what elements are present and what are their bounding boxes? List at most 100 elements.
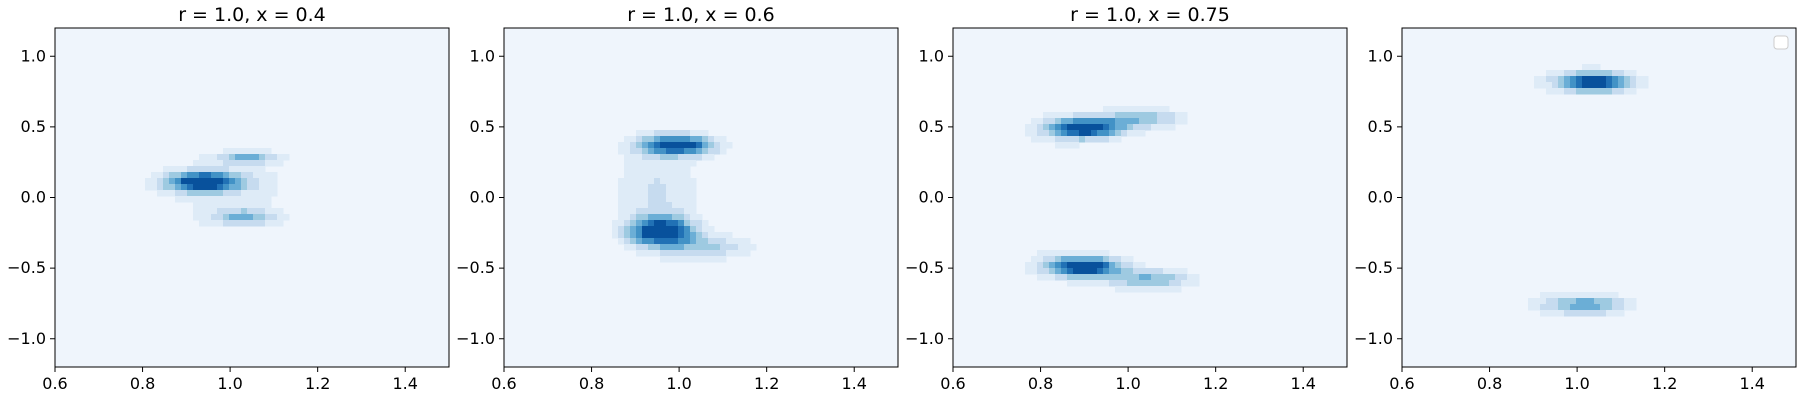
density-cell xyxy=(684,148,691,155)
density-cell xyxy=(618,220,625,227)
density-cell xyxy=(229,160,236,167)
density-cell xyxy=(1103,262,1110,269)
density-cell xyxy=(1109,280,1116,287)
density-cell xyxy=(714,244,721,251)
density-cell xyxy=(1564,82,1571,89)
density-cell xyxy=(223,214,230,221)
density-cell xyxy=(636,220,643,227)
density-cell xyxy=(235,160,242,167)
density-cell xyxy=(1588,88,1595,95)
density-cell xyxy=(666,154,673,161)
density-cell xyxy=(235,154,242,161)
density-cell xyxy=(618,232,625,239)
density-cell xyxy=(223,178,230,185)
density-cell xyxy=(624,226,631,233)
density-cell xyxy=(223,184,230,191)
density-cell xyxy=(1588,292,1595,299)
density-cell xyxy=(1121,262,1128,269)
density-cell xyxy=(1133,262,1140,269)
density-cell xyxy=(1630,82,1637,89)
density-cell xyxy=(1528,298,1535,305)
density-cell xyxy=(1163,286,1170,293)
density-cell xyxy=(1151,268,1158,275)
y-tick-label: −0.5 xyxy=(905,258,944,277)
density-cell xyxy=(1546,304,1553,311)
y-tick-label: 0.0 xyxy=(1368,188,1393,207)
density-cell xyxy=(678,136,685,143)
density-cell xyxy=(636,226,643,233)
density-cell xyxy=(618,142,625,149)
density-cell xyxy=(654,250,661,257)
density-cell xyxy=(265,196,272,203)
density-cell xyxy=(1594,304,1601,311)
density-cell xyxy=(1139,268,1146,275)
density-cell xyxy=(259,166,266,173)
density-cell xyxy=(666,202,673,209)
density-cell xyxy=(199,202,206,209)
density-cell xyxy=(1145,112,1152,119)
x-tick-label: 1.4 xyxy=(1739,374,1764,393)
density-cell xyxy=(678,178,685,185)
density-cell xyxy=(277,214,284,221)
density-cell xyxy=(175,196,182,203)
density-cell xyxy=(672,166,679,173)
density-cell xyxy=(1127,280,1134,287)
density-cell xyxy=(618,190,625,197)
density-cell xyxy=(624,136,631,143)
density-cell xyxy=(1085,136,1092,143)
density-cell xyxy=(217,208,224,215)
density-cell xyxy=(1552,88,1559,95)
density-cell xyxy=(1564,292,1571,299)
density-cell xyxy=(684,238,691,245)
density-cell xyxy=(624,214,631,221)
density-cell xyxy=(1049,250,1056,257)
density-cell xyxy=(1061,250,1068,257)
density-cell xyxy=(1115,256,1122,263)
density-cell xyxy=(1582,292,1589,299)
density-cell xyxy=(247,190,254,197)
density-cell xyxy=(1570,310,1577,317)
density-cell xyxy=(1600,88,1607,95)
density-cell xyxy=(702,130,709,137)
density-cell xyxy=(1067,136,1074,143)
density-cell xyxy=(205,214,212,221)
density-cell xyxy=(636,160,643,167)
density-cell xyxy=(241,154,248,161)
density-cell xyxy=(1169,124,1176,131)
density-cell xyxy=(169,178,176,185)
x-tick-label: 1.2 xyxy=(1652,374,1677,393)
density-cell xyxy=(1103,256,1110,263)
density-cell xyxy=(241,214,248,221)
density-cell xyxy=(181,196,188,203)
density-cell xyxy=(1552,76,1559,83)
density-cell xyxy=(1055,250,1062,257)
density-cell xyxy=(684,244,691,251)
density-cell xyxy=(1642,76,1649,83)
density-cell xyxy=(229,202,236,209)
density-cell xyxy=(672,244,679,251)
density-background xyxy=(504,28,898,367)
density-cell xyxy=(229,166,236,173)
density-cell xyxy=(199,154,206,161)
density-cell xyxy=(684,184,691,191)
density-cell xyxy=(714,148,721,155)
density-cell xyxy=(163,178,170,185)
density-cell xyxy=(217,154,224,161)
density-cell xyxy=(1079,280,1086,287)
density-cell xyxy=(1594,88,1601,95)
density-cell xyxy=(1055,130,1062,137)
density-cell xyxy=(187,178,194,185)
density-cell xyxy=(217,214,224,221)
density-cell xyxy=(151,178,158,185)
density-cell xyxy=(1103,112,1110,119)
density-cell xyxy=(1181,268,1188,275)
density-cell xyxy=(1049,124,1056,131)
density-cell xyxy=(1115,106,1122,113)
density-cell xyxy=(672,238,679,245)
density-cell xyxy=(1049,112,1056,119)
density-cell xyxy=(630,172,637,179)
density-cell xyxy=(223,202,230,209)
density-cell xyxy=(1139,280,1146,287)
density-cell xyxy=(1061,130,1068,137)
density-cell xyxy=(259,220,266,227)
